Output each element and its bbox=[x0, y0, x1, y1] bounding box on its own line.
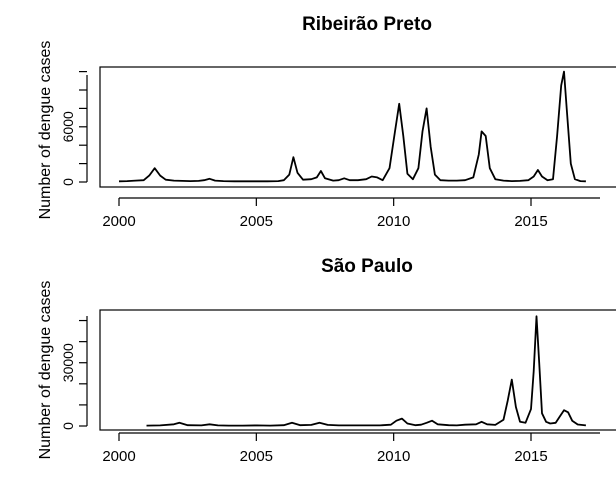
y-tick-label: 30000 bbox=[60, 343, 76, 382]
chart-panel-sao-paulo: São Paulo Number of dengue cases 2000 200… bbox=[37, 256, 616, 465]
y-axis-ticks: 0 30000 bbox=[60, 319, 87, 430]
series-line bbox=[146, 315, 586, 427]
series-layer bbox=[146, 315, 586, 427]
x-axis-ticks: 2000 2005 2010 2015 bbox=[102, 433, 548, 465]
y-tick-label: 0 bbox=[60, 178, 76, 186]
plot-frame bbox=[99, 309, 616, 431]
y-tick-label: 6000 bbox=[60, 111, 76, 142]
x-tick-label: 2015 bbox=[514, 213, 547, 230]
x-tick-label: 2000 bbox=[102, 213, 135, 230]
series-line bbox=[118, 70, 586, 183]
y-axis-ticks: 0 6000 bbox=[60, 70, 87, 186]
x-tick-label: 2005 bbox=[240, 213, 273, 230]
x-tick-label: 2000 bbox=[102, 448, 135, 465]
x-tick-label: 2010 bbox=[377, 448, 410, 465]
plot-frame bbox=[99, 66, 616, 188]
x-tick-label: 2010 bbox=[377, 213, 410, 230]
x-axis-ticks: 2000 2005 2010 2015 bbox=[102, 198, 548, 230]
y-tick-label: 0 bbox=[60, 422, 76, 430]
chart-panel-ribeirao-preto: Ribeirão Preto Number of dengue cases 20… bbox=[37, 14, 616, 230]
series-layer bbox=[118, 70, 586, 183]
chart-title: São Paulo bbox=[321, 256, 413, 277]
chart-title: Ribeirão Preto bbox=[302, 14, 432, 35]
y-axis-label: Number of dengue cases bbox=[37, 41, 54, 220]
x-tick-label: 2005 bbox=[240, 448, 273, 465]
y-axis-label: Number of dengue cases bbox=[37, 281, 54, 460]
x-tick-label: 2015 bbox=[514, 448, 547, 465]
